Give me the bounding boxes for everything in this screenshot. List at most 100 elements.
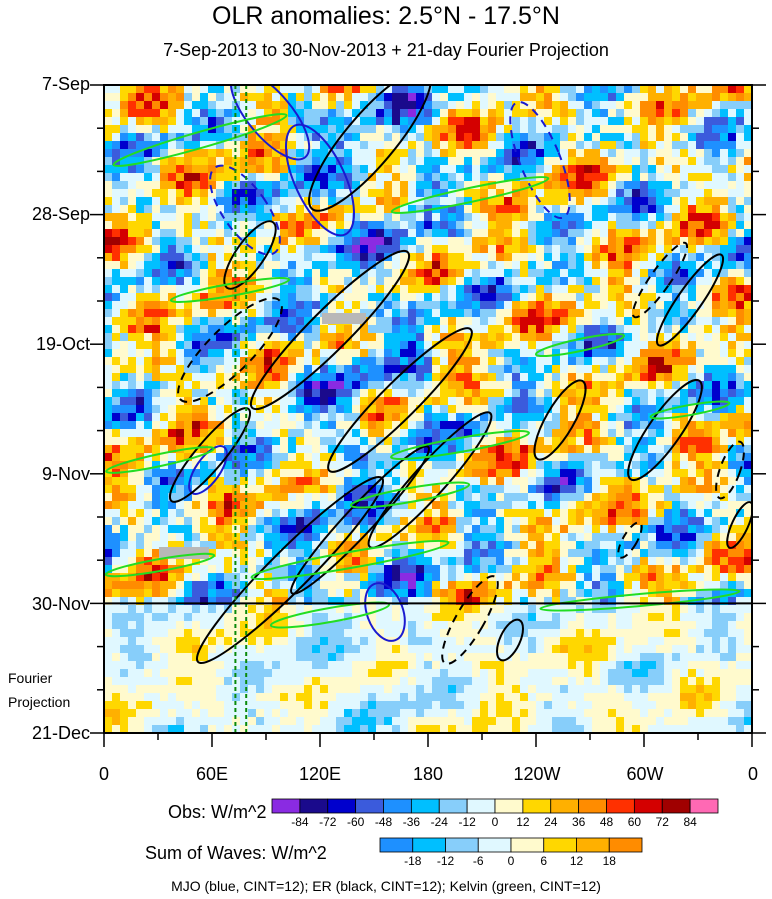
- field-cell: [296, 405, 305, 414]
- field-cell: [144, 413, 153, 422]
- field-cell: [480, 541, 489, 550]
- field-cell: [616, 253, 625, 262]
- field-cell: [544, 253, 553, 262]
- field-cell: [696, 229, 705, 238]
- field-cell: [240, 501, 249, 510]
- field-cell: [176, 269, 185, 278]
- field-cell: [616, 557, 625, 566]
- field-cell: [528, 557, 537, 566]
- field-cell: [376, 381, 385, 390]
- field-cell: [320, 421, 329, 430]
- field-cell: [520, 253, 529, 262]
- field-cell: [512, 517, 521, 526]
- field-cell: [632, 381, 641, 390]
- field-cell: [680, 85, 689, 94]
- field-cell: [240, 525, 249, 534]
- field-cell: [336, 253, 345, 262]
- field-cell: [288, 277, 297, 286]
- field-cell: [600, 349, 609, 358]
- field-cell: [560, 517, 569, 526]
- field-cell: [248, 541, 257, 550]
- field-cell: [248, 261, 257, 270]
- field-cell: [560, 413, 569, 422]
- field-cell: [584, 133, 593, 142]
- field-cell: [472, 157, 481, 166]
- field-cell: [312, 565, 321, 574]
- field-cell: [104, 557, 113, 566]
- field-cell: [296, 389, 305, 398]
- field-cell: [224, 165, 233, 174]
- field-cell: [608, 213, 617, 222]
- field-cell: [568, 237, 577, 246]
- field-cell: [112, 277, 121, 286]
- field-cell: [120, 245, 129, 254]
- field-cell: [360, 245, 369, 254]
- field-cell: [536, 509, 545, 518]
- field-cell: [376, 221, 385, 230]
- field-cell: [696, 365, 705, 374]
- field-cell: [296, 453, 305, 462]
- field-cell: [584, 197, 593, 206]
- field-cell: [192, 157, 201, 166]
- field-cell: [520, 277, 529, 286]
- field-cell: [200, 325, 209, 334]
- field-cell: [400, 141, 409, 150]
- field-cell: [512, 429, 521, 438]
- field-cell: [608, 453, 617, 462]
- field-cell: [704, 301, 713, 310]
- field-cell: [576, 157, 585, 166]
- field-cell: [384, 125, 393, 134]
- field-cell: [400, 429, 409, 438]
- field-cell: [592, 565, 601, 574]
- field-cell: [328, 237, 337, 246]
- field-cell: [168, 349, 177, 358]
- field-cell: [136, 197, 145, 206]
- field-cell: [568, 133, 577, 142]
- field-cell: [280, 437, 289, 446]
- field-cell: [128, 437, 137, 446]
- field-cell: [576, 525, 585, 534]
- field-cell: [464, 325, 473, 334]
- field-cell: [448, 317, 457, 326]
- field-cell: [664, 525, 673, 534]
- field-cell: [520, 141, 529, 150]
- field-cell: [344, 277, 353, 286]
- field-cell: [648, 101, 657, 110]
- field-cell: [184, 429, 193, 438]
- field-cell: [256, 317, 265, 326]
- field-cell: [416, 309, 425, 318]
- field-cell: [344, 421, 353, 430]
- field-cell: [120, 253, 129, 262]
- field-cell: [440, 213, 449, 222]
- field-cell: [328, 357, 337, 366]
- field-cell: [488, 365, 497, 374]
- field-cell: [112, 445, 121, 454]
- field-cell: [648, 349, 657, 358]
- field-cell: [440, 549, 449, 558]
- field-cell: [544, 157, 553, 166]
- field-cell: [600, 373, 609, 382]
- field-cell: [720, 149, 729, 158]
- field-cell: [488, 141, 497, 150]
- field-cell: [744, 141, 752, 150]
- field-cell: [128, 381, 137, 390]
- field-cell: [704, 413, 713, 422]
- field-cell: [376, 117, 385, 126]
- field-cell: [216, 301, 225, 310]
- field-cell: [464, 245, 473, 254]
- field-cell: [568, 509, 577, 518]
- field-cell: [672, 173, 681, 182]
- field-cell: [688, 517, 697, 526]
- field-cell: [744, 485, 752, 494]
- field-cell: [440, 133, 449, 142]
- field-cell: [504, 125, 513, 134]
- field-cell: [672, 157, 681, 166]
- field-cell: [616, 413, 625, 422]
- field-cell: [384, 429, 393, 438]
- field-cell: [136, 125, 145, 134]
- field-cell: [112, 269, 121, 278]
- field-cell: [496, 541, 505, 550]
- field-cell: [688, 293, 697, 302]
- field-cell: [568, 477, 577, 486]
- field-cell: [280, 133, 289, 142]
